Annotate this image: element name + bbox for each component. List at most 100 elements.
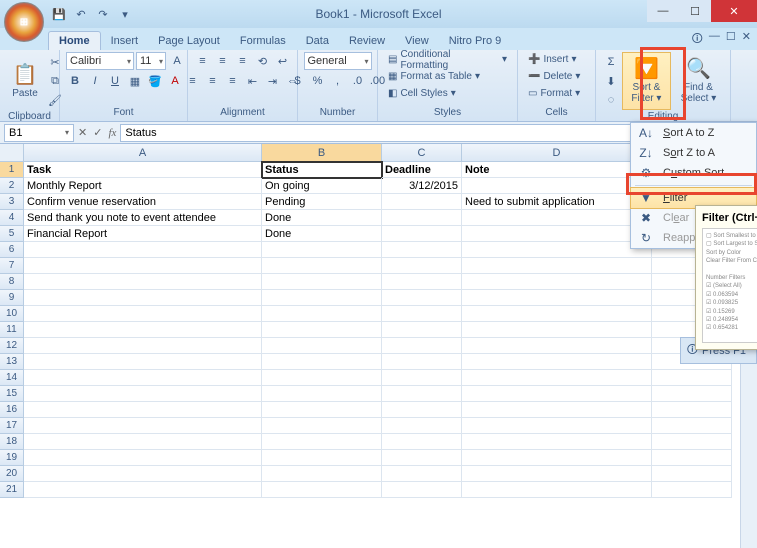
clear-icon[interactable]: ◌ — [602, 91, 620, 109]
row-header[interactable]: 12 — [0, 338, 24, 354]
cell[interactable] — [382, 290, 462, 306]
cell[interactable] — [462, 466, 652, 482]
font-color-icon[interactable]: A — [166, 72, 184, 90]
grow-font-icon[interactable]: A — [168, 52, 186, 70]
menu-custom-sort[interactable]: ⚙Custom Sort... — [631, 163, 756, 183]
cell[interactable] — [652, 434, 732, 450]
row-header[interactable]: 10 — [0, 306, 24, 322]
cell[interactable] — [462, 210, 652, 226]
cell[interactable] — [262, 466, 382, 482]
cell[interactable]: Note — [462, 162, 652, 178]
fx-icon[interactable]: fx — [108, 127, 116, 139]
cell[interactable]: 3/12/2015 — [382, 178, 462, 194]
cell[interactable] — [652, 418, 732, 434]
tab-page-layout[interactable]: Page Layout — [148, 32, 230, 50]
cell[interactable] — [24, 386, 262, 402]
indent-inc-icon[interactable]: ⇥ — [264, 72, 282, 90]
cell[interactable] — [382, 354, 462, 370]
paste-button[interactable]: 📋 Paste — [6, 52, 44, 110]
conditional-formatting-button[interactable]: ▤Conditional Formatting ▾ — [384, 52, 511, 67]
cell[interactable] — [24, 482, 262, 498]
tab-review[interactable]: Review — [339, 32, 395, 50]
cell[interactable] — [382, 258, 462, 274]
tab-view[interactable]: View — [395, 32, 439, 50]
select-all-corner[interactable] — [0, 144, 24, 161]
cell[interactable] — [262, 482, 382, 498]
row-header[interactable]: 16 — [0, 402, 24, 418]
cell[interactable] — [462, 290, 652, 306]
cell[interactable] — [262, 274, 382, 290]
maximize-button[interactable]: ☐ — [679, 0, 711, 22]
cell[interactable] — [24, 450, 262, 466]
italic-icon[interactable]: I — [86, 72, 104, 90]
comma-icon[interactable]: , — [329, 72, 347, 90]
cell[interactable] — [382, 322, 462, 338]
cell[interactable] — [262, 258, 382, 274]
inc-decimal-icon[interactable]: .0 — [349, 72, 367, 90]
find-select-button[interactable]: 🔍 Find & Select ▾ — [673, 52, 724, 110]
cell[interactable] — [462, 258, 652, 274]
cell[interactable] — [652, 450, 732, 466]
cell[interactable] — [24, 418, 262, 434]
cell[interactable]: Task — [24, 162, 262, 178]
number-format-combo[interactable]: General — [304, 52, 372, 70]
cell[interactable] — [652, 402, 732, 418]
row-header[interactable]: 8 — [0, 274, 24, 290]
format-cells-button[interactable]: ▭Format ▾ — [524, 86, 584, 101]
cell[interactable]: Send thank you note to event attendee — [24, 210, 262, 226]
cell-styles-button[interactable]: ◧Cell Styles ▾ — [384, 86, 460, 101]
row-header[interactable]: 1 — [0, 162, 24, 178]
cell[interactable] — [262, 306, 382, 322]
row-header[interactable]: 4 — [0, 210, 24, 226]
insert-cells-button[interactable]: ➕Insert ▾ — [524, 52, 581, 67]
tab-home[interactable]: Home — [48, 31, 101, 50]
fill-icon[interactable]: ⬇ — [602, 72, 620, 90]
cell[interactable] — [24, 370, 262, 386]
cancel-formula-icon[interactable]: ✕ — [78, 126, 87, 139]
ribbon-close-icon[interactable]: ✕ — [742, 30, 751, 49]
enter-formula-icon[interactable]: ✓ — [93, 126, 102, 139]
cell[interactable] — [24, 290, 262, 306]
currency-icon[interactable]: $ — [289, 72, 307, 90]
cell[interactable] — [24, 322, 262, 338]
border-icon[interactable]: ▦ — [126, 72, 144, 90]
cell[interactable]: Done — [262, 210, 382, 226]
cell[interactable] — [382, 370, 462, 386]
undo-icon[interactable]: ↶ — [72, 5, 90, 23]
align-middle-icon[interactable]: ≡ — [214, 52, 232, 70]
cell[interactable]: Confirm venue reservation — [24, 194, 262, 210]
tab-nitro[interactable]: Nitro Pro 9 — [439, 32, 512, 50]
cell[interactable] — [262, 386, 382, 402]
cell[interactable] — [262, 242, 382, 258]
cell[interactable] — [262, 290, 382, 306]
close-button[interactable]: ✕ — [711, 0, 757, 22]
tab-data[interactable]: Data — [296, 32, 339, 50]
cell[interactable] — [24, 258, 262, 274]
menu-sort-az[interactable]: A↓Sort A to Z — [631, 123, 756, 143]
cell[interactable] — [24, 434, 262, 450]
cell[interactable] — [262, 402, 382, 418]
ribbon-restore-icon[interactable]: ☐ — [726, 30, 736, 49]
percent-icon[interactable]: % — [309, 72, 327, 90]
cell[interactable] — [24, 242, 262, 258]
align-center-icon[interactable]: ≡ — [204, 72, 222, 90]
cell[interactable] — [382, 418, 462, 434]
row-header[interactable]: 2 — [0, 178, 24, 194]
row-header[interactable]: 18 — [0, 434, 24, 450]
cell[interactable] — [24, 354, 262, 370]
fill-color-icon[interactable]: 🪣 — [146, 72, 164, 90]
cell[interactable] — [462, 274, 652, 290]
cell[interactable] — [462, 306, 652, 322]
cell[interactable] — [24, 306, 262, 322]
cell[interactable] — [382, 210, 462, 226]
cell[interactable] — [462, 418, 652, 434]
align-top-icon[interactable]: ≡ — [194, 52, 212, 70]
row-header[interactable]: 19 — [0, 450, 24, 466]
cell[interactable] — [382, 306, 462, 322]
cell[interactable] — [382, 226, 462, 242]
cell[interactable] — [382, 274, 462, 290]
row-header[interactable]: 5 — [0, 226, 24, 242]
row-header[interactable]: 20 — [0, 466, 24, 482]
row-header[interactable]: 17 — [0, 418, 24, 434]
cell[interactable] — [382, 194, 462, 210]
